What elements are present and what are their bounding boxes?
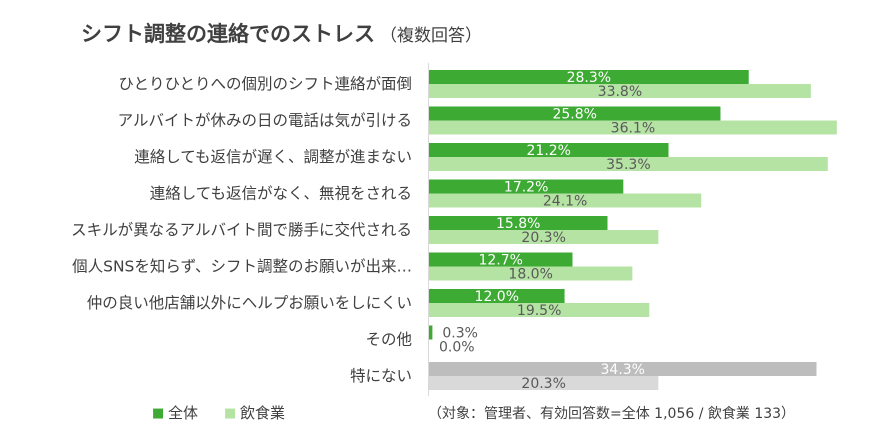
category-label: ひとりひとりへの個別のシフト連絡が面倒 bbox=[118, 75, 412, 93]
category-label: その他 bbox=[365, 331, 412, 349]
chart-title: シフト調整の連絡でのストレス bbox=[81, 22, 375, 46]
bars bbox=[429, 70, 837, 390]
bar-overall bbox=[429, 216, 608, 230]
bar-food-industry bbox=[429, 84, 811, 98]
bar-overall bbox=[429, 143, 669, 157]
value-label-overall: 12.0% bbox=[475, 289, 519, 305]
bar-overall bbox=[429, 106, 721, 121]
category-label: 連絡しても返信がなく、無視をされる bbox=[150, 185, 412, 203]
value-label-overall: 34.3% bbox=[601, 362, 645, 378]
value-label-food-industry: 0.0% bbox=[439, 340, 475, 356]
value-label-overall: 17.2% bbox=[504, 180, 548, 196]
value-label-overall: 25.8% bbox=[552, 107, 596, 123]
category-label: スキルが異なるアルバイト間で勝手に交代される bbox=[71, 221, 412, 239]
category-label: アルバイトが休みの日の電話は気が引ける bbox=[118, 112, 412, 130]
bar-overall bbox=[429, 289, 565, 303]
value-labels: 28.3%33.8%25.8% 36.1% 21.2% 35.3% 17.2%24.1%… bbox=[439, 70, 655, 392]
sample-note: （対象：管理者、有効回答数=全体 1,056 / 飲食業 133） bbox=[428, 405, 795, 422]
legend-marker-food: ■ bbox=[224, 406, 236, 421]
value-label-overall: 15.8% bbox=[496, 216, 540, 232]
bar-overall bbox=[429, 179, 624, 194]
legend-marker-overall: ■ bbox=[152, 406, 164, 421]
bar-overall bbox=[429, 362, 817, 376]
value-label-overall: 12.7% bbox=[478, 253, 522, 269]
bar-overall bbox=[429, 325, 433, 340]
chart-subtitle: （複数回答） bbox=[380, 26, 482, 46]
category-label: 仲の良い他店舗以外にヘルプお願いをしにくい bbox=[87, 294, 412, 312]
bar-food-industry bbox=[429, 303, 650, 317]
value-label-overall: 21.2% bbox=[527, 143, 571, 159]
value-label-food-industry: 24.1% bbox=[543, 194, 587, 210]
bar-food-industry bbox=[429, 266, 633, 281]
legend-label-food: 飲食業 bbox=[240, 404, 285, 422]
bar-overall bbox=[429, 70, 749, 84]
bar-food-industry bbox=[429, 376, 659, 390]
value-label-food-industry: 36.1% bbox=[611, 121, 655, 137]
value-label-food-industry: 35.3% bbox=[606, 157, 650, 173]
bar-food-industry bbox=[429, 193, 702, 208]
category-label: 個人SNSを知らず、シフト調整のお願いが出来… bbox=[72, 258, 412, 276]
category-label: 特にない bbox=[350, 367, 412, 385]
legend: ■ 全体 ■ 飲食業 bbox=[152, 404, 285, 422]
bar-food-industry bbox=[429, 157, 828, 171]
value-label-food-industry: 18.0% bbox=[508, 267, 552, 283]
bar-food-industry bbox=[429, 120, 837, 135]
value-label-food-industry: 33.8% bbox=[598, 84, 642, 100]
value-label-food-industry: 19.5% bbox=[517, 303, 561, 319]
value-label-food-industry: 20.3% bbox=[521, 230, 565, 246]
bar-overall bbox=[429, 252, 573, 267]
legend-label-overall: 全体 bbox=[168, 404, 198, 422]
value-label-overall: 0.3% bbox=[442, 326, 478, 342]
value-label-overall: 28.3% bbox=[567, 70, 611, 86]
category-labels: ひとりひとりへの個別のシフト連絡が面倒アルバイトが休みの日の電話は気が引ける連絡… bbox=[71, 75, 412, 385]
value-label-food-industry: 20.3% bbox=[521, 376, 565, 392]
category-label: 連絡しても返信が遅く、調整が進まない bbox=[134, 148, 412, 166]
bar-food-industry bbox=[429, 230, 659, 244]
